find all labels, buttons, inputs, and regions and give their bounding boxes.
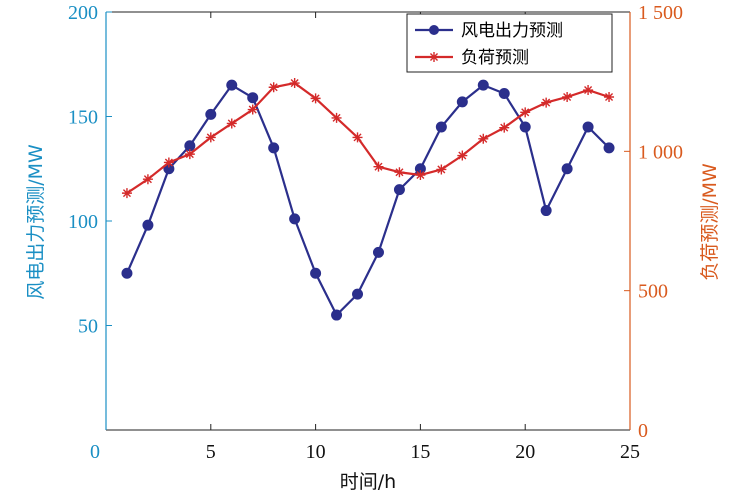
- legend-label: 负荷预测: [461, 48, 529, 68]
- data-point: [520, 107, 531, 118]
- series-2: [121, 78, 615, 199]
- data-point: [519, 121, 531, 133]
- plot-frame: [105, 11, 631, 431]
- series-1: [121, 79, 615, 321]
- data-point: [331, 112, 342, 123]
- data-point: [310, 93, 321, 104]
- right-y-axis-label: 负荷预测/MW: [699, 163, 721, 281]
- right-tick-label: 0: [638, 420, 648, 442]
- left-tick-label: 50: [78, 316, 98, 338]
- data-point: [247, 92, 259, 104]
- data-point: [268, 142, 280, 154]
- data-point: [121, 267, 133, 279]
- data-point: [541, 97, 552, 108]
- data-point: [372, 246, 384, 258]
- data-point: [268, 82, 279, 93]
- right-tick-label: 1 500: [638, 2, 683, 24]
- data-point: [289, 78, 300, 89]
- data-point: [289, 213, 301, 225]
- right-tick-label: 500: [638, 281, 668, 303]
- data-point: [562, 91, 573, 102]
- data-point: [331, 309, 343, 321]
- data-point: [373, 161, 384, 172]
- legend-entry-1: 风电出力预测: [415, 21, 563, 41]
- left-tick-label: 150: [68, 107, 98, 129]
- left-tick-label: 200: [68, 2, 98, 24]
- data-point: [478, 133, 489, 144]
- data-point: [163, 157, 174, 168]
- data-point: [457, 150, 468, 161]
- data-point: [604, 91, 615, 102]
- legend-label: 风电出力预测: [461, 21, 563, 41]
- data-point: [205, 108, 217, 120]
- x-tick-label: 20: [515, 441, 535, 463]
- data-point: [603, 142, 615, 154]
- data-point: [436, 164, 447, 175]
- data-point: [142, 219, 154, 231]
- x-tick-label: 15: [410, 441, 430, 463]
- data-point: [456, 96, 468, 108]
- legend-marker: [429, 25, 439, 35]
- series-layer: [121, 78, 615, 321]
- left-tick-label: 100: [68, 211, 98, 233]
- legend-entry-2: 负荷预测: [415, 48, 529, 68]
- data-point: [352, 132, 363, 143]
- data-point: [477, 79, 489, 91]
- data-point: [540, 205, 552, 217]
- data-point: [393, 184, 405, 196]
- series-1-line: [125, 84, 610, 317]
- data-point: [226, 118, 237, 129]
- origin-tick-label: 0: [90, 441, 100, 463]
- data-point: [499, 122, 510, 133]
- left-y-axis-label: 风电出力预测/MW: [25, 144, 47, 300]
- data-point: [310, 267, 322, 279]
- data-point: [561, 163, 573, 175]
- data-point: [205, 132, 216, 143]
- data-point: [121, 188, 132, 199]
- data-point: [352, 288, 364, 300]
- x-tick-label: 10: [306, 441, 326, 463]
- data-point: [583, 85, 594, 96]
- x-tick-label: 5: [206, 441, 216, 463]
- x-axis-label: 时间/h: [340, 471, 396, 493]
- x-axis-ticks: 5 10 15 20 25: [206, 12, 640, 463]
- data-point: [498, 88, 510, 100]
- data-point: [394, 167, 405, 178]
- legend-box: [406, 13, 613, 73]
- data-point: [415, 170, 426, 181]
- left-axis-ticks: 50 100 150 200 0: [68, 2, 112, 463]
- right-tick-label: 1 000: [638, 141, 683, 163]
- data-point: [582, 121, 594, 133]
- data-point: [184, 149, 195, 160]
- data-point: [435, 121, 447, 133]
- data-point: [226, 79, 238, 91]
- right-axis-ticks: 0 500 1 000 1 500: [624, 2, 683, 442]
- data-point: [247, 104, 258, 115]
- legend-marker: [429, 52, 439, 62]
- x-tick-label: 25: [620, 441, 640, 463]
- data-point: [142, 174, 153, 185]
